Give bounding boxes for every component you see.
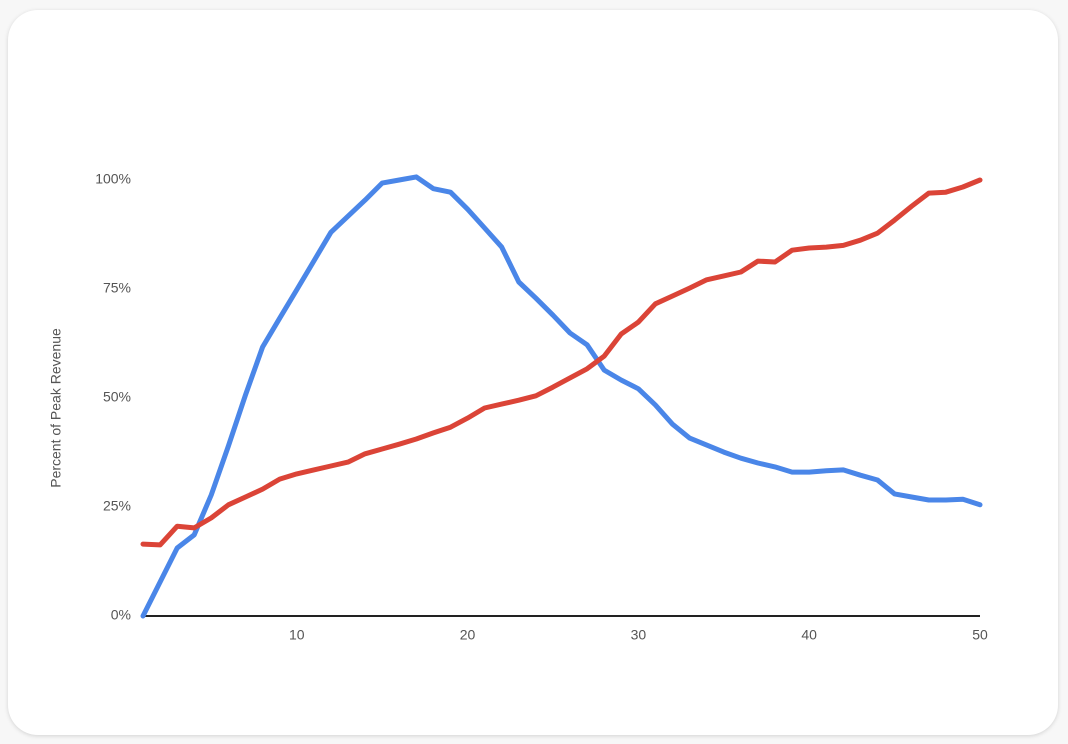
y-axis-title: Percent of Peak Revenue bbox=[48, 328, 64, 488]
x-tick-label: 40 bbox=[801, 627, 817, 643]
y-tick-label: 0% bbox=[111, 607, 131, 623]
x-tick-label: 50 bbox=[972, 627, 988, 643]
series-line bbox=[140, 174, 983, 619]
x-tick-label: 30 bbox=[631, 627, 647, 643]
y-tick-label: 25% bbox=[103, 498, 131, 514]
y-tick-label: 75% bbox=[103, 280, 131, 296]
x-tick-label: 20 bbox=[460, 627, 476, 643]
y-tick-label: 100% bbox=[95, 171, 131, 187]
card bbox=[8, 10, 1058, 735]
series-line bbox=[140, 177, 983, 548]
x-tick-label: 10 bbox=[289, 627, 305, 643]
y-tick-label: 50% bbox=[103, 389, 131, 405]
